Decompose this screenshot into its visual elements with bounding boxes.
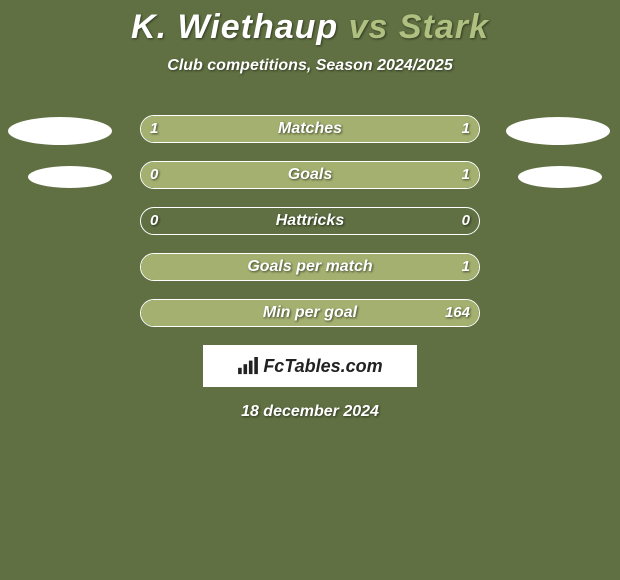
stat-bar-right-fill: [310, 116, 479, 142]
subtitle: Club competitions, Season 2024/2025: [0, 57, 620, 75]
player2-name: Stark: [399, 8, 489, 46]
stat-bar: [140, 253, 480, 281]
stat-bar: [140, 299, 480, 327]
page-title: K. Wiethaup vs Stark: [0, 0, 620, 47]
stat-row: Min per goal164: [0, 299, 620, 331]
stat-bar-right-fill: [141, 300, 479, 326]
stat-row: Goals01: [0, 161, 620, 193]
title-vs: vs: [338, 8, 399, 46]
stat-bar-left-fill: [141, 116, 310, 142]
stat-bar-left-fill: [141, 162, 202, 188]
stat-row: Goals per match1: [0, 253, 620, 285]
stat-rows: Matches11 Goals01 Hattricks00 Goals per mat…: [0, 115, 620, 331]
stat-bar: [140, 115, 480, 143]
stat-bar: [140, 207, 480, 235]
comparison-infographic: K. Wiethaup vs Stark Club competitions, …: [0, 0, 620, 580]
stat-bar: [140, 161, 480, 189]
stat-bar-right-fill: [141, 254, 479, 280]
avatar-oval-left: [8, 117, 112, 145]
avatar-oval-left: [28, 166, 112, 188]
bars-icon: [237, 357, 259, 375]
date-text: 18 december 2024: [0, 403, 620, 421]
stat-row: Hattricks00: [0, 207, 620, 239]
avatar-oval-right: [506, 117, 610, 145]
stat-row: Matches11: [0, 115, 620, 147]
brand-box[interactable]: FcTables.com: [203, 345, 417, 387]
brand-text: FcTables.com: [263, 356, 382, 377]
avatar-oval-right: [518, 166, 602, 188]
player1-name: K. Wiethaup: [131, 8, 338, 46]
stat-bar-right-fill: [202, 162, 479, 188]
